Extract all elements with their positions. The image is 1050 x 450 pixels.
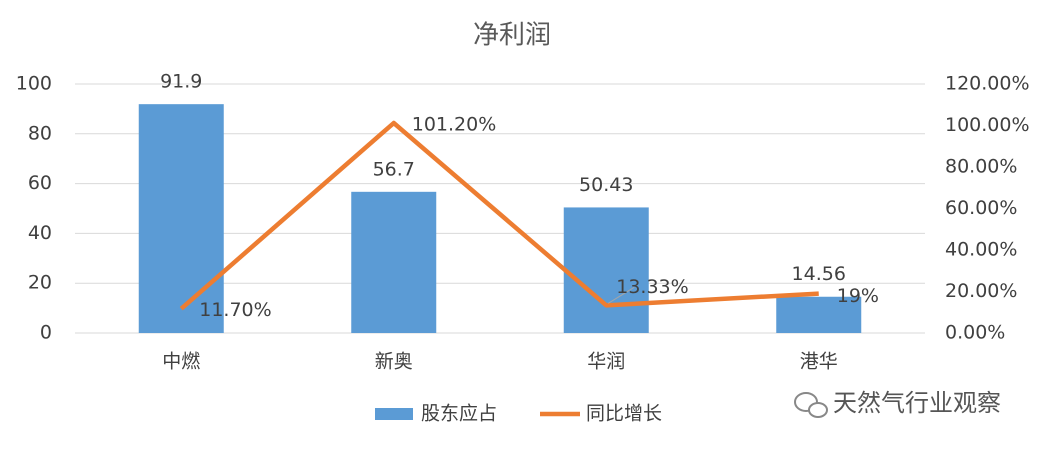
bar-value-label: 14.56 bbox=[792, 263, 846, 285]
y-tick-label: 40 bbox=[28, 222, 52, 244]
line-value-label: 19% bbox=[837, 285, 879, 307]
watermark-icon bbox=[794, 392, 828, 418]
watermark: 天然气行业观察 bbox=[833, 389, 1001, 417]
bar-value-label: 91.9 bbox=[160, 71, 202, 93]
y2-tick-label: 0.00% bbox=[945, 322, 1005, 344]
x-tick-label: 中燃 bbox=[162, 351, 200, 373]
bar bbox=[351, 191, 437, 333]
x-tick-label: 华润 bbox=[587, 351, 625, 373]
line-value-label: 13.33% bbox=[616, 276, 688, 298]
y-tick-label: 0 bbox=[40, 322, 52, 344]
chart-title: 净利润 bbox=[473, 21, 551, 51]
x-tick-label: 新奥 bbox=[375, 351, 413, 373]
legend-label: 同比增长 bbox=[586, 403, 662, 425]
y2-tick-label: 80.00% bbox=[945, 156, 1017, 178]
y2-tick-label: 100.00% bbox=[945, 114, 1030, 136]
y-tick-label: 80 bbox=[28, 122, 52, 144]
bar bbox=[563, 207, 649, 333]
y-tick-label: 100 bbox=[16, 73, 52, 95]
line-value-label: 11.70% bbox=[199, 299, 271, 321]
line-value-label: 101.20% bbox=[412, 114, 497, 136]
x-tick-label: 港华 bbox=[800, 351, 838, 373]
bar-value-label: 56.7 bbox=[373, 158, 415, 180]
bar bbox=[776, 296, 862, 333]
y2-tick-label: 20.00% bbox=[945, 280, 1017, 302]
bar-value-label: 50.43 bbox=[579, 174, 633, 196]
y-tick-label: 20 bbox=[28, 272, 52, 294]
y-tick-label: 60 bbox=[28, 172, 52, 194]
line bbox=[179, 120, 819, 311]
y2-tick-label: 120.00% bbox=[945, 73, 1030, 95]
y2-tick-label: 60.00% bbox=[945, 197, 1017, 219]
leader-line bbox=[607, 286, 635, 304]
y2-tick-label: 40.00% bbox=[945, 239, 1017, 261]
legend-swatch bbox=[375, 408, 413, 420]
legend-label: 股东应占 bbox=[421, 403, 497, 425]
bar bbox=[138, 104, 224, 333]
